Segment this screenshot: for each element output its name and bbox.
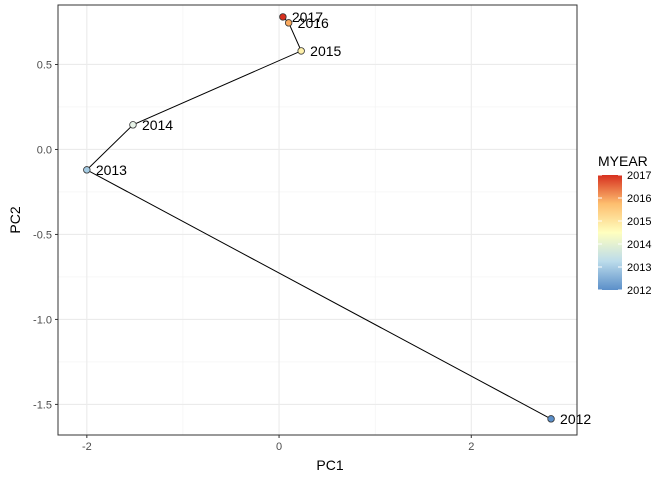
y-axis-ticks: -1.5 -1.0 -0.5 0.0 0.5	[33, 59, 58, 411]
legend-label-2012: 2012	[627, 285, 651, 297]
y-tick-label: 0.0	[37, 144, 52, 156]
y-tick-label: -1.0	[33, 314, 52, 326]
y-tick-label: 0.5	[37, 59, 52, 71]
x-axis-title: PC1	[316, 457, 343, 473]
y-axis-title: PC2	[7, 206, 23, 233]
legend-label-2017: 2017	[627, 170, 651, 182]
x-tick-label: -2	[82, 441, 92, 453]
point-label-2017: 2017	[292, 9, 323, 25]
data-point-2013	[83, 166, 91, 174]
data-point-2012	[547, 415, 555, 423]
point-label-2012: 2012	[560, 411, 591, 427]
legend-colorbar	[598, 175, 622, 290]
point-label-2013: 2013	[96, 162, 127, 178]
data-point-2014	[129, 121, 137, 129]
y-tick-label: -0.5	[33, 229, 52, 241]
point-label-2016: 2016	[298, 15, 329, 31]
legend-label-2013: 2013	[627, 262, 651, 274]
y-tick-label: -1.5	[33, 399, 52, 411]
legend-label-2016: 2016	[627, 193, 651, 205]
x-tick-label: 2	[468, 441, 474, 453]
x-tick-label: 0	[276, 441, 282, 453]
legend-title: MYEAR	[598, 153, 648, 169]
data-point-2016	[284, 19, 293, 27]
trajectory-line	[85, 16, 552, 420]
data-points	[83, 13, 555, 423]
panel-border	[57, 4, 578, 436]
color-legend: MYEAR 2017 2016 2015 2014 2013 2012	[598, 153, 651, 297]
legend-label-2015: 2015	[627, 216, 651, 228]
grid-minor	[58, 5, 577, 435]
legend-ticks: 2017 2016 2015 2014 2013 2012	[598, 170, 651, 297]
x-axis-ticks: -2 0 2	[82, 435, 474, 453]
data-point-2017	[279, 13, 287, 21]
point-label-2014: 2014	[142, 117, 173, 133]
data-point-2015	[297, 47, 305, 55]
legend-label-2014: 2014	[627, 239, 651, 251]
point-label-2015: 2015	[310, 43, 341, 59]
grid-major	[58, 5, 577, 435]
trajectory-path	[85, 16, 552, 420]
